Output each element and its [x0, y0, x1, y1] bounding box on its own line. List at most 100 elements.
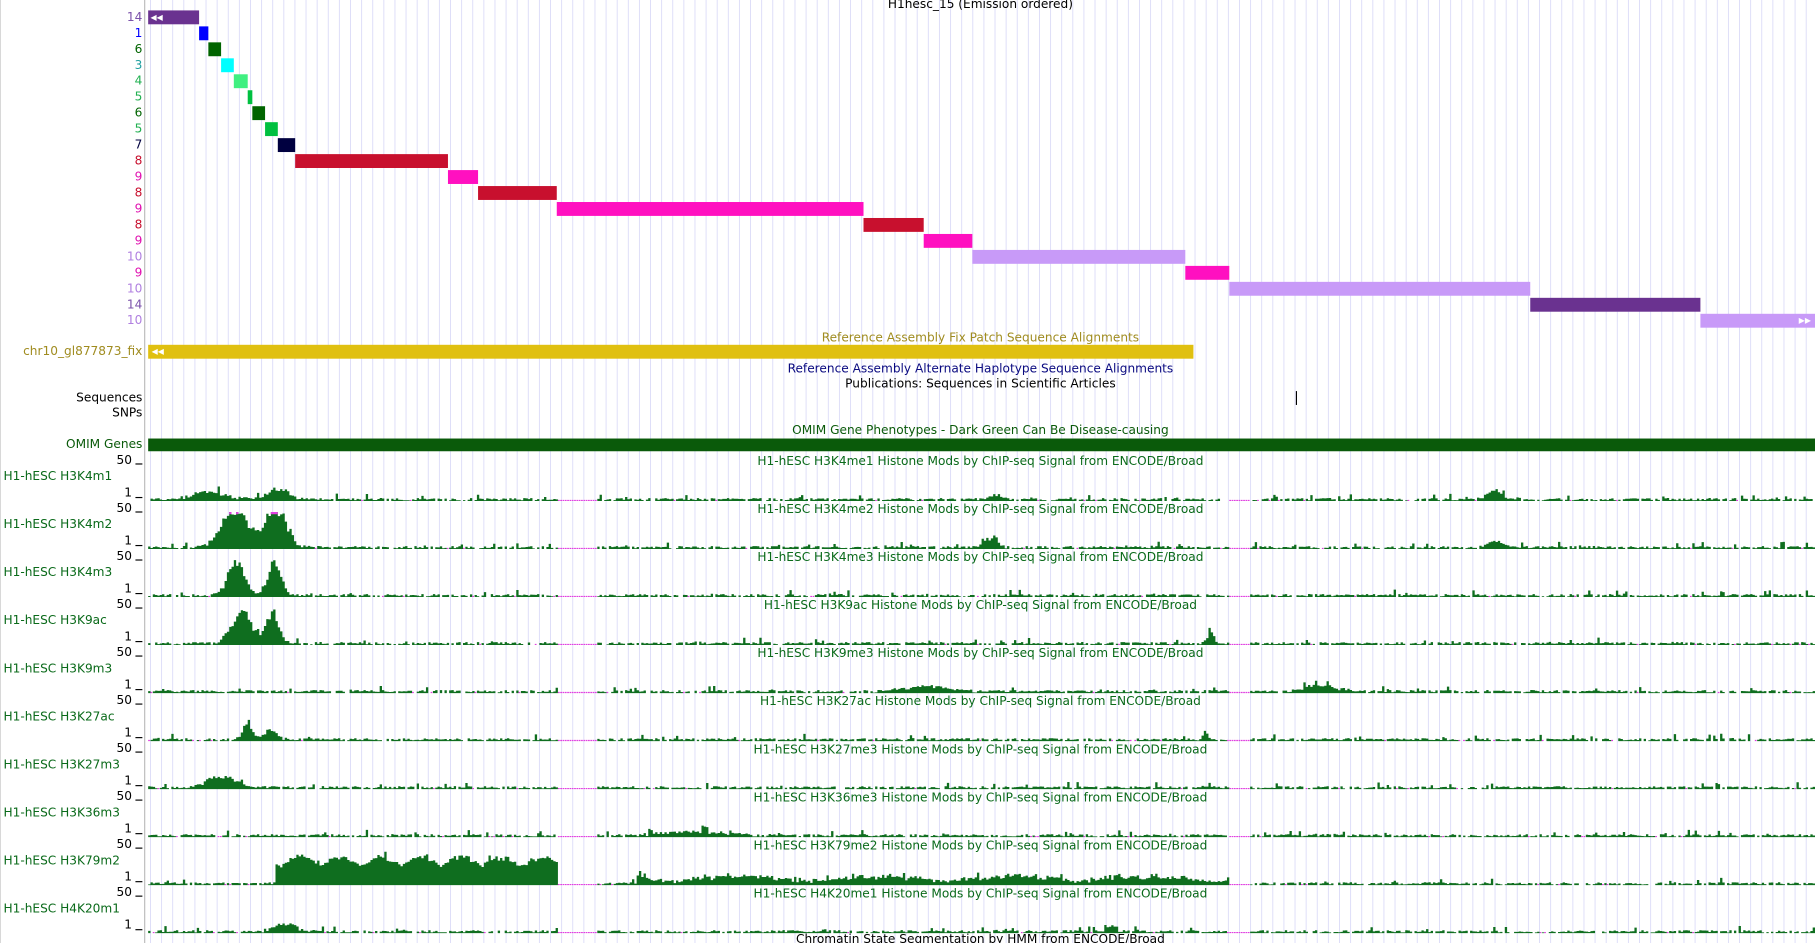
track-label[interactable]: H1-hESC H3K27m3: [3, 757, 119, 771]
state-label: 6: [135, 42, 143, 56]
state-label: 3: [135, 58, 143, 72]
signal-area: [150, 719, 1815, 742]
track-label[interactable]: chr10_gl877873_fix: [23, 344, 142, 358]
state-segment[interactable]: [199, 26, 209, 41]
state-label: 14: [127, 297, 143, 311]
track-label[interactable]: H1-hESC H3K79m2: [3, 853, 119, 867]
signal-area: [148, 680, 1815, 694]
signal-area: [148, 609, 1815, 646]
state-segment[interactable]: [277, 138, 296, 153]
state-segment[interactable]: [265, 122, 278, 137]
state-segment[interactable]: [863, 217, 924, 232]
axis-min: 1: [124, 870, 132, 884]
signal-area: [148, 851, 1815, 886]
track-label[interactable]: H1-hESC H4K20m1: [3, 901, 119, 915]
track-label[interactable]: H1-hESC H3K4m1: [3, 469, 112, 483]
axis-max: 50: [117, 645, 132, 659]
state-segment[interactable]: [1530, 297, 1701, 312]
state-label: 4: [135, 74, 143, 88]
track-title: H1hesc_15 (Emission ordered): [888, 0, 1073, 11]
state-segment[interactable]: [972, 249, 1186, 264]
track-title: OMIM Gene Phenotypes - Dark Green Can Be…: [792, 423, 1169, 437]
track-title: H1-hESC H4K20me1 Histone Mods by ChIP-se…: [754, 886, 1208, 900]
track-title: H1-hESC H3K27ac Histone Mods by ChIP-seq…: [760, 694, 1201, 708]
track-label[interactable]: H1-hESC H3K27ac: [3, 709, 114, 723]
state-label: 9: [135, 233, 143, 247]
state-label: 9: [135, 170, 143, 184]
signal-area: [148, 923, 1815, 934]
signal-area: [148, 560, 1815, 598]
arrow: ▸▸: [1799, 313, 1812, 327]
axis-min: 1: [124, 581, 132, 595]
state-segment[interactable]: [556, 202, 864, 216]
track-title: H1-hESC H3K27me3 Histone Mods by ChIP-se…: [754, 742, 1208, 756]
axis-max: 50: [117, 453, 132, 467]
axis-min: 1: [124, 918, 132, 932]
axis-max: 50: [117, 693, 132, 707]
state-label: 1: [135, 26, 143, 40]
track-title: H1-hESC H3K4me1 Histone Mods by ChIP-seq…: [757, 454, 1203, 468]
signal-tracks: H1-hESC H3K4me1 Histone Mods by ChIP-seq…: [3, 453, 1815, 934]
track-label[interactable]: SNPs: [112, 406, 142, 420]
state-label: 9: [135, 265, 143, 279]
track-label[interactable]: H1-hESC H3K4m3: [3, 565, 112, 579]
state-segment[interactable]: [252, 106, 266, 121]
track-title: Publications: Sequences in Scientific Ar…: [845, 377, 1115, 391]
axis-min: 1: [124, 774, 132, 788]
track-title: H1-hESC H3K9ac Histone Mods by ChIP-seq …: [764, 598, 1197, 612]
axis-max: 50: [117, 837, 132, 851]
track-title: H1-hESC H3K4me2 Histone Mods by ChIP-seq…: [757, 502, 1203, 516]
axis-max: 50: [117, 789, 132, 803]
track-title: H1-hESC H3K4me3 Histone Mods by ChIP-seq…: [757, 550, 1203, 564]
track-label[interactable]: Sequences: [76, 391, 142, 405]
state-segment[interactable]: [1185, 265, 1230, 280]
track-label[interactable]: H1-hESC H3K9m3: [3, 661, 112, 675]
state-segment[interactable]: [295, 154, 448, 169]
state-segment[interactable]: [233, 74, 248, 89]
signal-area: [148, 825, 1815, 838]
axis-max: 50: [117, 741, 132, 755]
axis-max: 50: [117, 549, 132, 563]
state-label: 14: [127, 10, 143, 24]
state-label: 5: [135, 122, 143, 136]
state-label: 6: [135, 106, 143, 120]
axis-max: 50: [117, 597, 132, 611]
state-segment[interactable]: [221, 58, 234, 73]
axis-min: 1: [124, 822, 132, 836]
axis-min: 1: [124, 629, 132, 643]
track-label[interactable]: H1-hESC H3K9ac: [3, 613, 106, 627]
arrow: ◂◂: [152, 344, 165, 358]
track-title: H1-hESC H3K79me2 Histone Mods by ChIP-se…: [754, 838, 1208, 852]
track-label[interactable]: OMIM Genes: [66, 437, 142, 451]
state-segment[interactable]: [148, 10, 200, 25]
state-label: 7: [135, 138, 143, 152]
state-segment[interactable]: [1700, 313, 1815, 328]
track-title: H1-hESC H3K36me3 Histone Mods by ChIP-se…: [754, 790, 1208, 804]
state-label: 9: [135, 201, 143, 215]
state-label: 10: [127, 249, 142, 263]
state-segment[interactable]: [208, 42, 222, 57]
axis-max: 50: [117, 501, 132, 515]
state-label: 8: [135, 154, 143, 168]
state-label: 8: [135, 217, 143, 231]
arrow: ◂◂: [150, 10, 163, 24]
state-segment[interactable]: [478, 186, 557, 200]
track-title: Reference Assembly Alternate Haplotype S…: [788, 362, 1174, 376]
track-label[interactable]: H1-hESC H3K36m3: [3, 805, 119, 819]
alignment-bar[interactable]: [148, 344, 1194, 359]
omim-bar[interactable]: [148, 438, 1815, 452]
state-segment[interactable]: [923, 233, 973, 248]
state-label: 8: [135, 185, 143, 199]
state-segment[interactable]: [1229, 281, 1531, 296]
state-segment[interactable]: [447, 170, 479, 184]
state-label: 10: [127, 313, 142, 327]
state-segment[interactable]: [247, 90, 253, 105]
axis-min: 1: [124, 725, 132, 739]
grid: [150, 0, 1807, 943]
track-title: Reference Assembly Fix Patch Sequence Al…: [822, 330, 1139, 344]
signal-area: [148, 511, 1815, 550]
axis-min: 1: [124, 533, 132, 547]
track-label[interactable]: H1-hESC H3K4m2: [3, 517, 112, 531]
